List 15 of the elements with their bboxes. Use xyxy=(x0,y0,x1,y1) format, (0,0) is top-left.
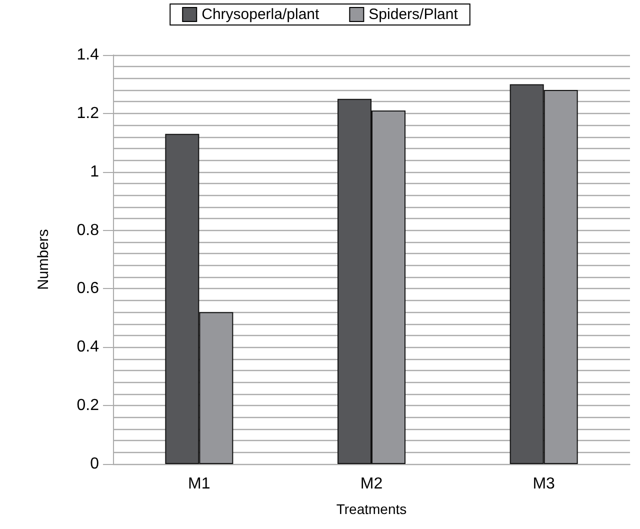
y-tick-label: 0.4 xyxy=(76,338,100,356)
y-tick-label: 1.2 xyxy=(76,104,100,122)
x-tick-label: M1 xyxy=(188,476,210,492)
y-tick-label: 0 xyxy=(90,456,100,472)
y-axis-title: Numbers xyxy=(35,229,52,290)
y-tick-label: 1.4 xyxy=(76,46,100,64)
y-tick-label: 0.6 xyxy=(76,280,100,298)
y-tick-label: 0.2 xyxy=(76,397,100,414)
x-axis-title: Treatments xyxy=(336,501,407,517)
legend-label: Spiders/Plant xyxy=(368,6,459,23)
x-tick-label: M2 xyxy=(360,476,383,492)
x-tick-label: M3 xyxy=(532,476,556,492)
y-tick-label: 0.8 xyxy=(76,222,100,239)
legend-label: Chrysoperla/plant xyxy=(202,6,320,23)
y-tick-label: 1 xyxy=(90,163,100,180)
